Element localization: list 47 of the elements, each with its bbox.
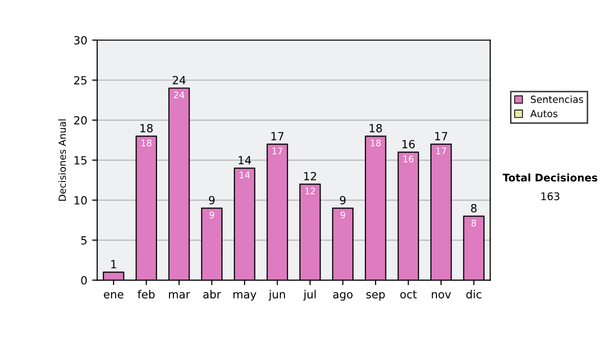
total-label: 8: [471, 204, 477, 212]
data-label: 14: [240, 172, 250, 178]
total-label: 9: [340, 196, 346, 204]
y-tick-label: 10: [74, 196, 87, 205]
legend-label: Autos: [530, 110, 558, 118]
total-label: 1: [111, 260, 116, 268]
y-tick-label: 25: [74, 76, 87, 85]
data-label: 9: [340, 212, 346, 218]
text: Total Decisiones: [502, 173, 598, 182]
x-tick-label: jul: [303, 290, 316, 301]
total-label: 18: [140, 124, 153, 132]
x-tick-label: may: [233, 292, 256, 301]
total-label: 16: [402, 140, 415, 148]
total-label: 9: [208, 196, 215, 204]
total-label: 17: [435, 132, 448, 140]
y-tick-label: 30: [74, 36, 87, 44]
text: 163: [541, 192, 560, 200]
y-tick-label: 15: [74, 156, 87, 165]
data-label: 18: [370, 139, 381, 146]
y-tick-label: 20: [74, 116, 87, 125]
data-label: 9: [210, 212, 214, 218]
x-tick-label: jun: [268, 290, 285, 301]
x-tick-label: abr: [203, 290, 222, 298]
y-tick-label: 5: [81, 236, 87, 245]
x-tick-label: ago: [333, 292, 353, 301]
total-label: 17: [271, 132, 284, 140]
x-tick-label: oct: [400, 290, 417, 298]
x-tick-label: mar: [168, 292, 190, 298]
x-tick-label: dic: [466, 290, 482, 298]
data-label: 12: [305, 188, 315, 194]
total-label: 18: [370, 124, 382, 132]
x-tick-label: feb: [138, 290, 155, 298]
legend-label: Sentencias: [530, 95, 584, 104]
data-label: 24: [174, 91, 184, 98]
x-tick-label: sep: [366, 292, 385, 301]
total-label: 24: [172, 76, 186, 84]
y-tick-label: 0: [81, 276, 87, 285]
data-label: 16: [404, 156, 414, 162]
x-tick-label: nov: [432, 292, 451, 298]
total-label: 12: [304, 172, 316, 180]
data-label: 8: [472, 220, 476, 226]
y-axis-title: Decisiones Anual: [58, 119, 66, 201]
total-label: 14: [238, 156, 252, 164]
data-label: 18: [142, 139, 152, 146]
data-label: 17: [436, 148, 446, 154]
data-label: 17: [272, 148, 282, 154]
x-tick-label: ene: [104, 292, 124, 298]
